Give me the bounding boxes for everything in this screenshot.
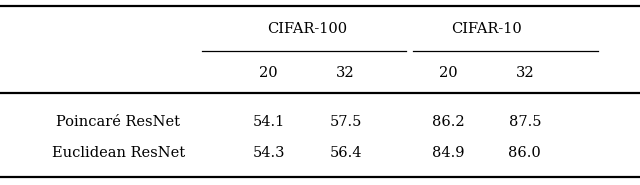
Text: 54.1: 54.1 <box>253 115 285 129</box>
Text: CIFAR-10: CIFAR-10 <box>451 22 522 36</box>
Text: 54.3: 54.3 <box>253 146 285 160</box>
Text: 87.5: 87.5 <box>509 115 541 129</box>
Text: 20: 20 <box>259 66 278 80</box>
Text: 57.5: 57.5 <box>330 115 362 129</box>
Text: 32: 32 <box>515 66 534 80</box>
Text: 86.0: 86.0 <box>508 146 541 160</box>
Text: 86.2: 86.2 <box>432 115 464 129</box>
Text: Euclidean ResNet: Euclidean ResNet <box>52 146 185 160</box>
Text: CIFAR-100: CIFAR-100 <box>267 22 348 36</box>
Text: 32: 32 <box>336 66 355 80</box>
Text: 56.4: 56.4 <box>330 146 362 160</box>
Text: 20: 20 <box>438 66 458 80</box>
Text: 84.9: 84.9 <box>432 146 464 160</box>
Text: Poincaré ResNet: Poincaré ResNet <box>56 115 180 129</box>
